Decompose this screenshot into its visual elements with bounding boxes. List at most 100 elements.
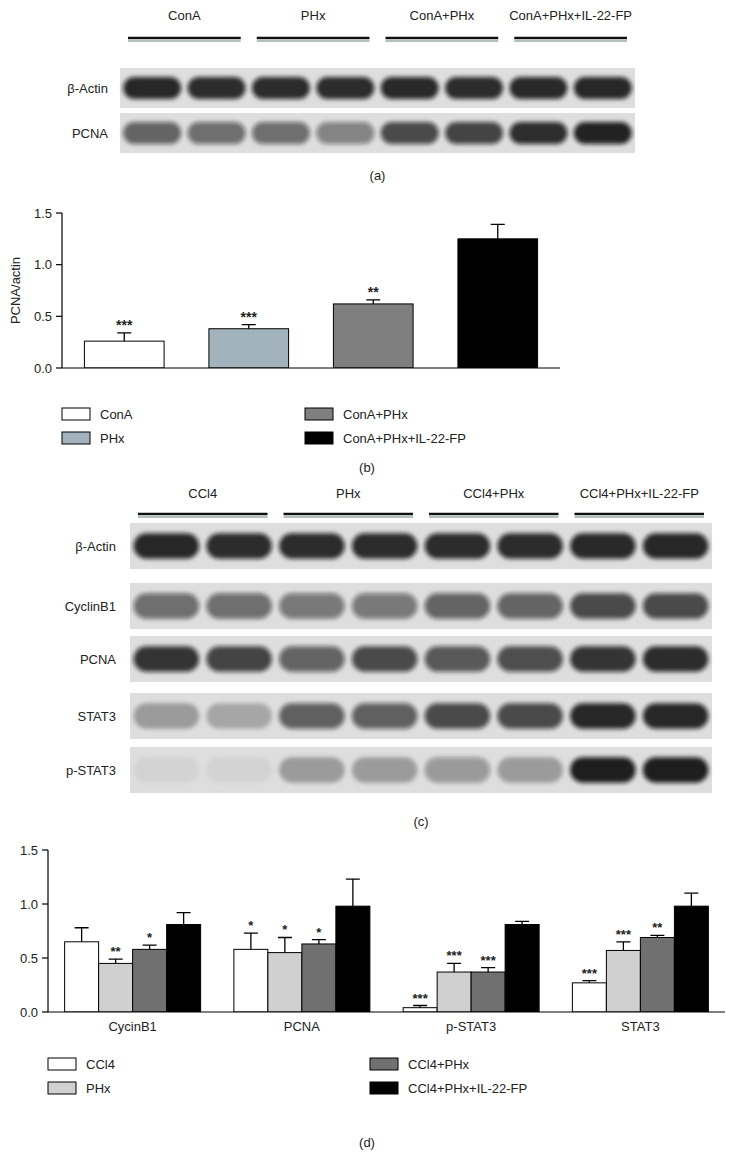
bar — [336, 906, 370, 1012]
significance: ** — [111, 944, 122, 959]
band — [134, 533, 199, 558]
band — [570, 646, 635, 671]
y-tick — [56, 212, 62, 213]
significance: * — [147, 930, 153, 945]
legend-swatch — [305, 408, 333, 420]
band — [570, 533, 635, 558]
chart-d: 0.00.51.01.5***********************Cycin… — [20, 843, 725, 1151]
group-line — [386, 37, 499, 40]
row-label: STAT3 — [77, 709, 116, 724]
row-label: p-STAT3 — [66, 763, 116, 778]
band — [279, 757, 344, 782]
legend-label: CCl4 — [86, 1057, 115, 1072]
legend-label: PHx — [100, 431, 125, 446]
y-tick — [42, 957, 48, 958]
band — [509, 122, 567, 144]
band — [497, 593, 562, 618]
panel-label: (c) — [413, 814, 428, 829]
group-label: PHx — [301, 8, 326, 23]
band — [643, 593, 708, 618]
error-bar — [117, 333, 131, 341]
bar — [458, 239, 538, 368]
band — [134, 757, 199, 782]
band — [188, 122, 246, 144]
legend-label: ConA — [100, 407, 133, 422]
band — [425, 703, 490, 728]
blot-strip — [130, 636, 712, 682]
group-label: ConA — [168, 8, 201, 23]
significance: *** — [241, 309, 258, 325]
band — [570, 757, 635, 782]
group-line-shadow — [138, 516, 268, 518]
bar — [471, 972, 505, 1012]
y-tick — [56, 264, 62, 265]
x-tick-label: CycinB1 — [108, 1019, 156, 1034]
group-line — [575, 513, 705, 516]
band — [252, 77, 310, 99]
row-label: CyclinB1 — [65, 599, 116, 614]
bar — [99, 963, 133, 1012]
band — [316, 77, 374, 99]
bar — [167, 925, 201, 1012]
band — [574, 122, 632, 144]
band — [425, 646, 490, 671]
band — [134, 646, 199, 671]
y-tick-label: 1.0 — [20, 897, 38, 912]
band — [497, 703, 562, 728]
band — [134, 703, 199, 728]
blot-strip — [130, 583, 712, 629]
significance: *** — [481, 953, 497, 968]
group-line — [429, 513, 559, 516]
bar — [209, 329, 289, 368]
band — [279, 646, 344, 671]
error-bar — [346, 879, 360, 906]
legend-swatch — [370, 1082, 398, 1094]
band — [206, 703, 271, 728]
error-bar — [616, 942, 630, 951]
band — [445, 122, 503, 144]
band — [206, 533, 271, 558]
blot-blot_c: CCl4PHxCCl4+PHxCCl4+PHx+IL-22-FPβ-ActinC… — [65, 486, 712, 829]
group-label: CCl4+PHx — [463, 486, 525, 501]
legend-swatch — [48, 1058, 76, 1070]
bar — [606, 950, 640, 1012]
band — [134, 593, 199, 618]
legend-swatch — [370, 1058, 398, 1070]
group-label: PHx — [336, 486, 361, 501]
band — [643, 646, 708, 671]
band — [574, 77, 632, 99]
band — [497, 533, 562, 558]
band — [381, 77, 439, 99]
bar — [505, 925, 539, 1012]
y-tick — [56, 316, 62, 317]
group-label: CCl4+PHx+IL-22-FP — [580, 486, 699, 501]
error-bar — [278, 937, 292, 952]
group-label: CCl4 — [188, 486, 217, 501]
blot-strip — [120, 113, 635, 153]
band — [279, 703, 344, 728]
marks — [84, 224, 537, 368]
y-tick-label: 0.5 — [34, 309, 52, 324]
y-tick-label: 0.5 — [20, 951, 38, 966]
y-tick — [42, 849, 48, 850]
error-bar — [75, 928, 89, 942]
band — [509, 77, 567, 99]
significance: *** — [413, 991, 429, 1006]
bar — [674, 906, 708, 1012]
group-line-shadow — [575, 516, 705, 518]
y-tick — [56, 367, 62, 368]
band — [252, 122, 310, 144]
bar — [302, 944, 336, 1012]
error-bar — [413, 1006, 427, 1008]
chart-b: 0.00.51.01.5********PCNA/actinConAPHxCon… — [8, 206, 560, 476]
band — [425, 593, 490, 618]
significance: ** — [652, 920, 663, 935]
error-bar — [366, 300, 380, 304]
blot-strip — [120, 68, 635, 108]
y-axis — [47, 850, 48, 1012]
legend-swatch — [48, 1082, 76, 1094]
significance: *** — [447, 948, 463, 963]
legend-label: PHx — [86, 1081, 111, 1096]
group-label: ConA+PHx+IL-22-FP — [509, 8, 632, 23]
significance: *** — [616, 927, 632, 942]
